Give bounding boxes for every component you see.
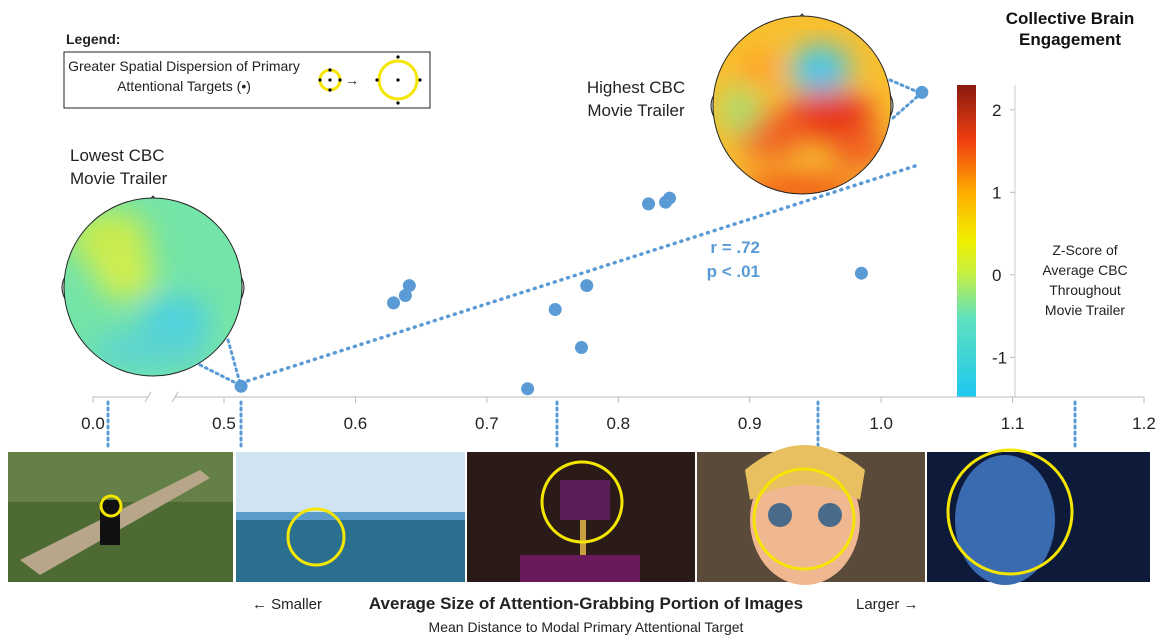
- x-tick-label: 1.1: [1001, 414, 1025, 433]
- lowest-label-box: Lowest CBC Movie Trailer: [70, 144, 230, 194]
- data-point: [549, 303, 562, 316]
- x-tick-label: 0.5: [212, 414, 236, 433]
- x-tick-label: 1.2: [1132, 414, 1156, 433]
- colorbar-title-box: Collective Brain Engagement: [985, 8, 1155, 60]
- p-annotation: p < .01: [707, 262, 760, 281]
- connectors: [108, 80, 1075, 450]
- x-tick-label: 0.6: [344, 414, 368, 433]
- data-point: [575, 341, 588, 354]
- x-tick-label: 0.8: [606, 414, 630, 433]
- data-point: [580, 279, 593, 292]
- legend-text: Greater Spatial Dispersion of Primary At…: [68, 56, 300, 96]
- x-tick-label: 0.0: [81, 414, 105, 433]
- svg-text:→: →: [345, 72, 359, 88]
- colorbar-title: Collective Brain Engagement: [985, 8, 1155, 50]
- image-strip: [8, 445, 1150, 585]
- x-label-right: Larger →: [856, 596, 919, 613]
- legend-title: Legend:: [66, 31, 120, 47]
- data-point: [663, 192, 676, 205]
- data-point: [521, 382, 534, 395]
- colorbar-label-box: Z-Score of Average CBC Throughout Movie …: [1030, 240, 1140, 330]
- x-label-left: ← Smaller: [252, 596, 322, 613]
- colorbar-tick-label: -1: [992, 348, 1007, 367]
- colorbar: [957, 85, 976, 397]
- data-point: [642, 197, 655, 210]
- lowest-label: Lowest CBC Movie Trailer: [70, 144, 190, 190]
- x-tick-label: 0.9: [738, 414, 762, 433]
- r-annotation: r = .72: [710, 238, 760, 257]
- data-point: [403, 279, 416, 292]
- colorbar-tick-label: 2: [992, 101, 1001, 120]
- colorbar-tick-label: 1: [992, 183, 1001, 202]
- data-point: [235, 380, 248, 393]
- highest-label-box: Highest CBC Movie Trailer: [570, 76, 710, 126]
- topomap-highest: [710, 12, 900, 204]
- legend-text-box: Greater Spatial Dispersion of Primary At…: [68, 56, 300, 104]
- subtitle: Mean Distance to Modal Primary Attention…: [429, 619, 744, 635]
- x-tick-label: 0.7: [475, 414, 499, 433]
- highest-label: Highest CBC Movie Trailer: [570, 76, 702, 122]
- x-axis-title: Average Size of Attention-Grabbing Porti…: [369, 594, 803, 613]
- data-point: [915, 86, 928, 99]
- x-tick-label: 1.0: [869, 414, 893, 433]
- data-point: [387, 296, 400, 309]
- data-point: [855, 267, 868, 280]
- colorbar-tick-label: 0: [992, 266, 1001, 285]
- figure: Legend: Greater Spatial Dispersion of Pr…: [0, 0, 1158, 636]
- colorbar-label: Z-Score of Average CBC Throughout Movie …: [1030, 240, 1140, 320]
- topomap-lowest: [60, 195, 250, 385]
